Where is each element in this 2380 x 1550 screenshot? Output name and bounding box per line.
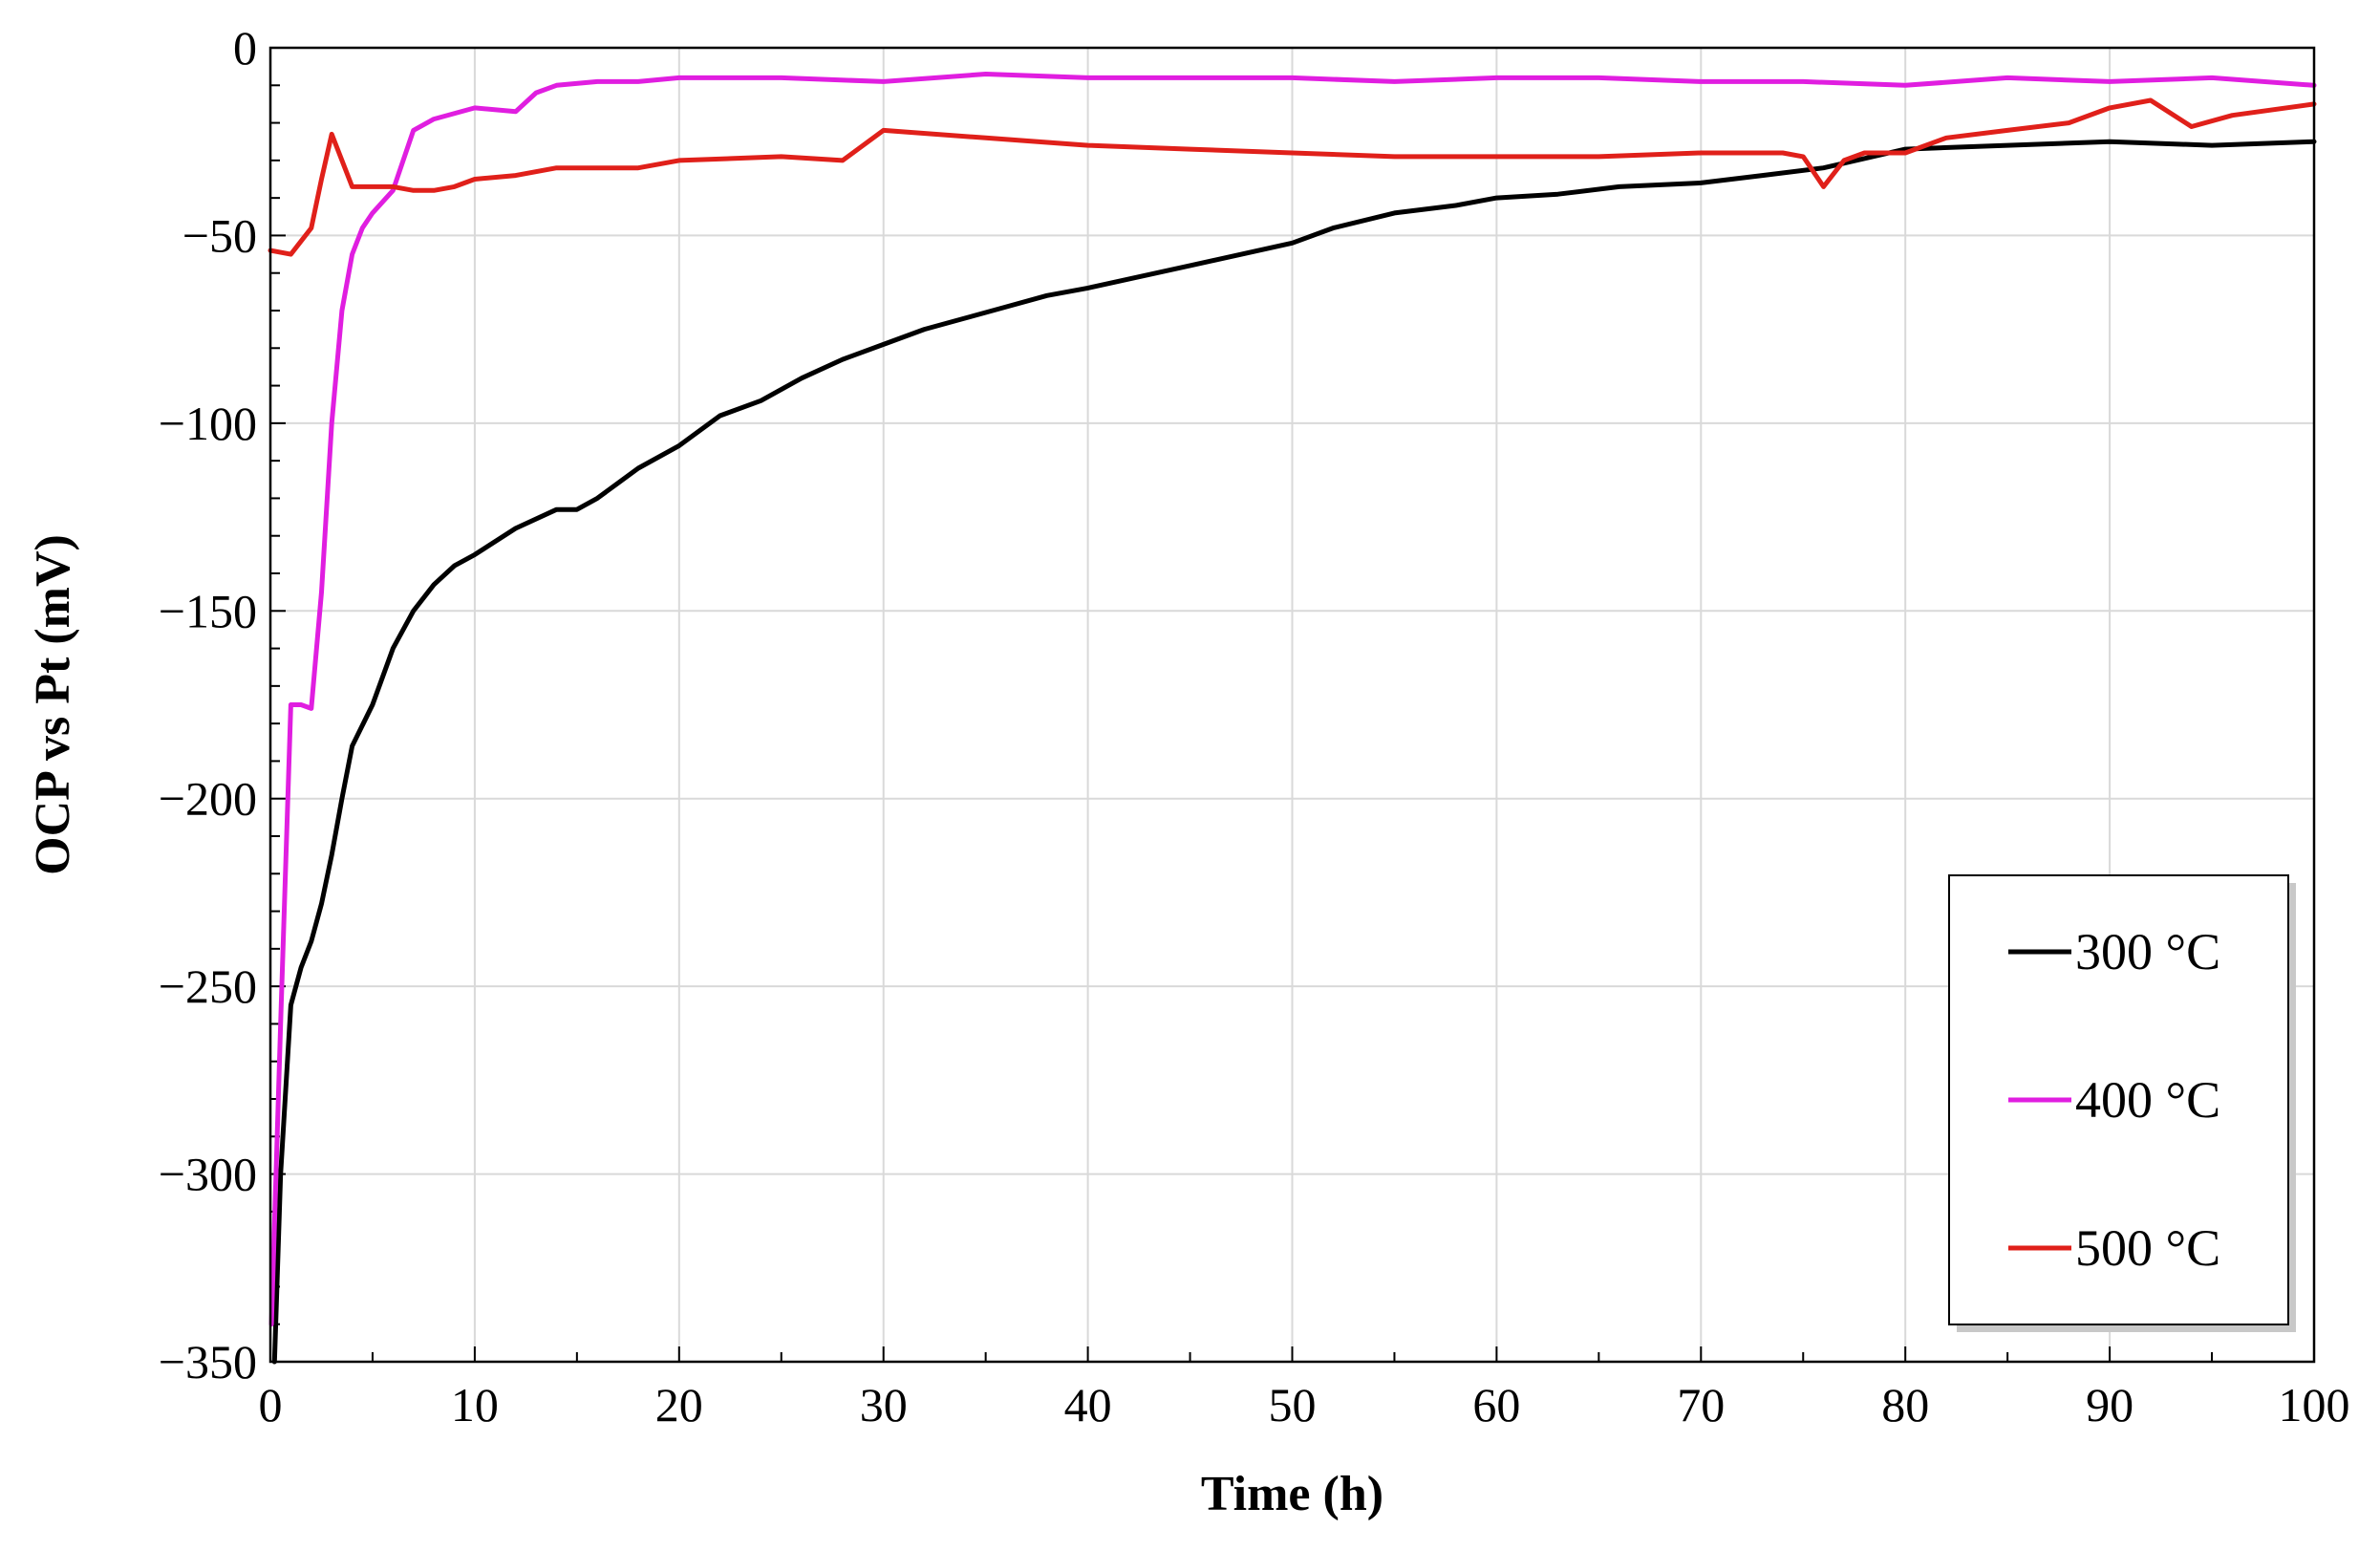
legend-label: 300 °C — [2075, 923, 2220, 980]
x-tick-label: 20 — [655, 1378, 703, 1432]
legend: 300 °C 400 °C 500 °C — [1948, 874, 2296, 1332]
x-tick-labels: 0 10 20 30 40 50 60 70 80 90 100 — [259, 1378, 2350, 1432]
y-tick-labels: 0 −50 −100 −150 −200 −250 −300 −350 — [159, 21, 257, 1389]
series-line-1 — [268, 72, 2317, 1327]
x-tick-label: 40 — [1064, 1378, 1112, 1432]
series-line-2 — [268, 97, 2317, 257]
y-tick-label: −50 — [182, 208, 257, 262]
x-tick-label: 90 — [2086, 1378, 2133, 1432]
x-tick-label: 70 — [1677, 1378, 1725, 1432]
y-axis-title: OCP vs Pt (mV) — [26, 534, 80, 875]
x-tick-label: 60 — [1472, 1378, 1520, 1432]
y-tick-label: 0 — [233, 21, 257, 75]
plot-frame — [268, 46, 2316, 1364]
series-line-0 — [271, 139, 2317, 1365]
x-tick-label: 100 — [2279, 1378, 2350, 1432]
x-tick-label: 10 — [451, 1378, 499, 1432]
x-tick-label: 30 — [860, 1378, 908, 1432]
legend-label: 500 °C — [2075, 1219, 2220, 1277]
legend-items: 300 °C 400 °C 500 °C — [2008, 923, 2220, 1277]
y-tick-label: −200 — [159, 772, 257, 826]
y-tick-label: −350 — [159, 1335, 257, 1389]
x-tick-label: 50 — [1269, 1378, 1317, 1432]
series-lines — [268, 72, 2317, 1365]
x-tick-label: 0 — [259, 1378, 283, 1432]
y-tick-label: −100 — [159, 397, 257, 450]
legend-label: 400 °C — [2075, 1071, 2220, 1129]
y-tick-label: −150 — [159, 584, 257, 637]
y-tick-label: −250 — [159, 959, 257, 1013]
x-tick-label: 80 — [1881, 1378, 1929, 1432]
x-axis-title: Time (h) — [1201, 1467, 1383, 1521]
legend-box — [1948, 874, 2289, 1325]
y-tick-label: −300 — [159, 1148, 257, 1201]
